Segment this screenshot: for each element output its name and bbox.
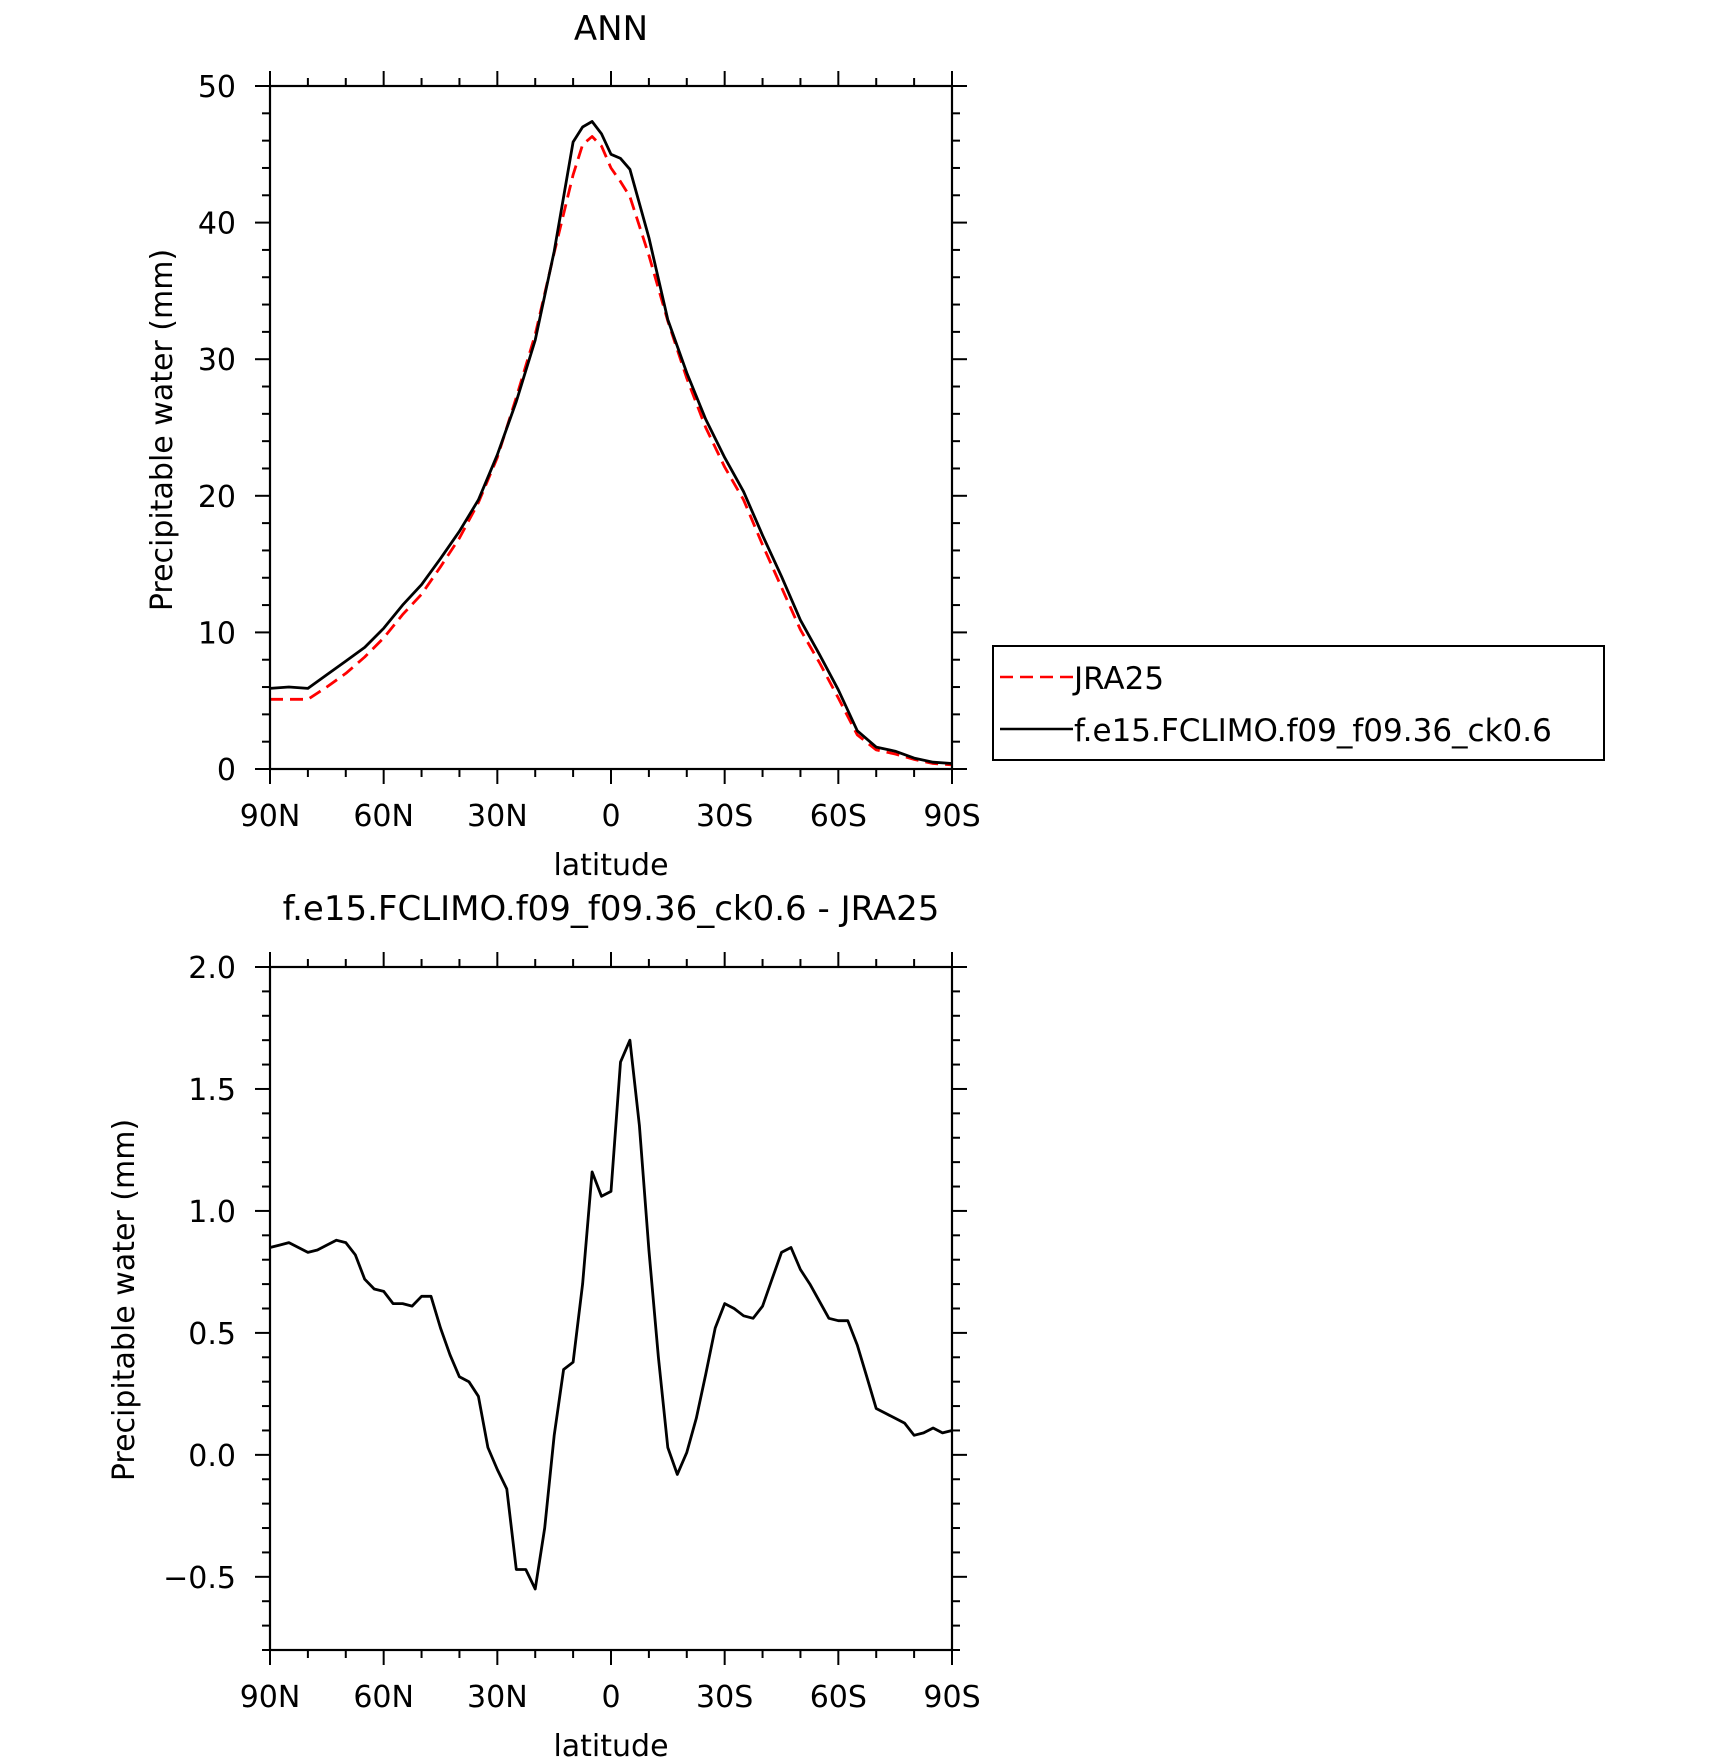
bottom-y-axis-label: Precipitable water (mm)	[107, 1119, 142, 1481]
legend-label-model: f.e15.FCLIMO.f09_f09.36_ck0.6	[1074, 713, 1552, 749]
top-chart-title: ANN	[574, 9, 648, 49]
bottom-x-tick-label: 0	[601, 1680, 620, 1715]
bottom-y-tick-label: 0.0	[188, 1439, 236, 1474]
bottom-y-tick-label: 2.0	[188, 951, 236, 986]
legend-box	[992, 645, 1605, 761]
top-series-line-1	[269, 120, 953, 765]
top-y-axis-label: Precipitable water (mm)	[145, 249, 180, 611]
bottom-series-line-0	[269, 1038, 953, 1591]
top-y-tick-label: 0	[217, 753, 236, 788]
bottom-y-tick-label: −0.5	[163, 1561, 236, 1596]
bottom-x-tick-label: 30S	[696, 1680, 753, 1715]
bottom-x-tick-label: 90S	[923, 1680, 980, 1715]
top-x-tick-label: 90N	[240, 799, 301, 834]
bottom-x-tick-label: 60N	[353, 1680, 414, 1715]
bottom-x-axis-label: latitude	[553, 1729, 668, 1762]
legend-label-jra25: JRA25	[1072, 661, 1164, 697]
top-x-tick-label: 0	[601, 799, 620, 834]
bottom-plot-frame	[268, 965, 954, 1652]
top-y-tick-label: 30	[198, 343, 236, 378]
top-x-tick-label: 30N	[467, 799, 528, 834]
bottom-y-tick-label: 0.5	[188, 1317, 236, 1352]
top-x-tick-label: 60N	[353, 799, 414, 834]
top-x-tick-label: 30S	[696, 799, 753, 834]
top-y-tick-label: 10	[198, 616, 236, 651]
bottom-x-tick-label: 60S	[810, 1680, 867, 1715]
bottom-panel-difference: f.e15.FCLIMO.f09_f09.36_ck0.6 - JRA25 la…	[107, 889, 981, 1762]
top-panel-annual-mean: ANN latitude Precipitable water (mm) 90N…	[145, 9, 981, 883]
bottom-x-tick-label: 90N	[240, 1680, 301, 1715]
top-y-tick-label: 50	[198, 70, 236, 105]
legend: JRA25 f.e15.FCLIMO.f09_f09.36_ck0.6	[992, 645, 1605, 761]
top-x-axis-label: latitude	[553, 848, 668, 883]
top-y-tick-label: 40	[198, 207, 236, 242]
bottom-y-tick-label: 1.5	[188, 1073, 236, 1108]
top-y-tick-label: 20	[198, 480, 236, 515]
bottom-y-tick-label: 1.0	[188, 1195, 236, 1230]
bottom-x-tick-label: 30N	[467, 1680, 528, 1715]
top-x-tick-label: 60S	[810, 799, 867, 834]
top-plot-frame	[268, 84, 954, 771]
bottom-chart-title: f.e15.FCLIMO.f09_f09.36_ck0.6 - JRA25	[283, 889, 940, 929]
top-x-tick-label: 90S	[923, 799, 980, 834]
top-series-line-0	[270, 135, 953, 767]
